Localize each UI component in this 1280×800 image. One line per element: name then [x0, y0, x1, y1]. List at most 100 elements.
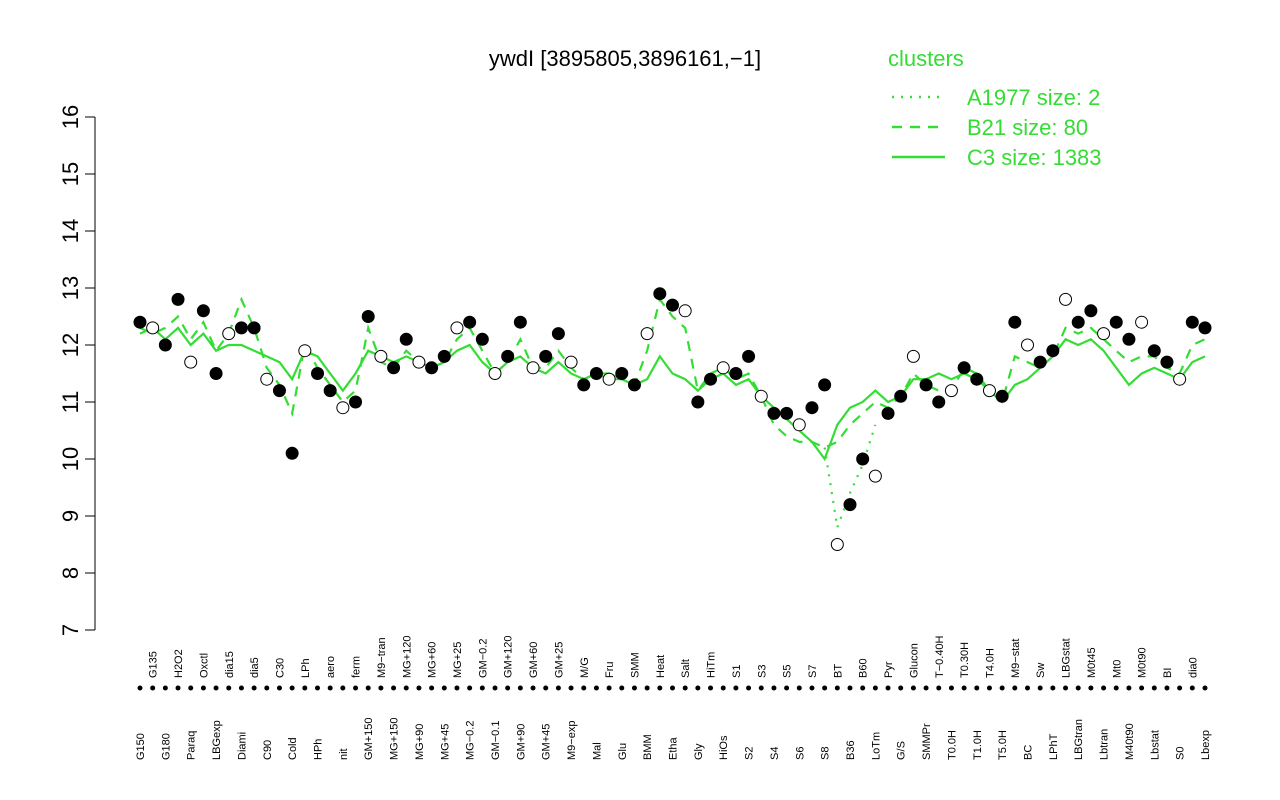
x-tick-dot	[1088, 685, 1094, 691]
x-tick-dot	[593, 685, 599, 691]
x-tick-dot	[505, 685, 511, 691]
x-tick-dot	[1063, 685, 1069, 691]
x-tick-label: Fru	[604, 662, 616, 679]
y-tick-label: 15	[58, 162, 83, 186]
x-tick-dot	[910, 685, 916, 691]
x-tick-label: M40t90	[1124, 723, 1136, 760]
x-tick-label: Sw	[1035, 663, 1047, 678]
x-tick-label: SMMPr	[921, 723, 933, 760]
x-tick-label: S2	[744, 747, 756, 760]
x-tick-label: HPh	[313, 739, 325, 760]
x-tick-dot	[238, 685, 244, 691]
point	[577, 378, 591, 392]
point	[551, 327, 565, 341]
x-tick-dot	[974, 685, 980, 691]
point	[158, 338, 172, 352]
x-tick-dot	[847, 685, 853, 691]
x-tick-dot	[327, 685, 333, 691]
x-tick-label: G/S	[896, 741, 908, 760]
point	[678, 304, 692, 318]
x-tick-label: Salt	[680, 659, 692, 678]
x-tick-dot	[555, 685, 561, 691]
point	[1059, 292, 1073, 306]
x-tick-dot	[213, 685, 219, 691]
x-tick-label: BC	[1023, 745, 1035, 760]
x-tick-label: Lbexp	[1200, 730, 1212, 760]
x-tick-label: S6	[794, 747, 806, 760]
point	[234, 321, 248, 335]
legend-title: clusters	[888, 46, 964, 71]
x-tick-label: aero	[325, 656, 337, 678]
x-tick-dot	[175, 685, 181, 691]
x-tick-dot	[492, 685, 498, 691]
point	[1046, 344, 1060, 358]
x-tick-dot	[391, 685, 397, 691]
x-tick-label: B60	[858, 658, 870, 678]
point	[957, 361, 971, 375]
x-tick-dot	[885, 685, 891, 691]
x-tick-dot	[1101, 685, 1107, 691]
x-tick-label: BT	[832, 664, 844, 678]
point	[171, 292, 185, 306]
x-tick-dot	[1126, 685, 1132, 691]
x-tick-dot	[441, 685, 447, 691]
x-tick-dot	[619, 685, 625, 691]
x-tick-dot	[226, 685, 232, 691]
x-tick-label: Lbstat	[1149, 730, 1161, 760]
point	[754, 389, 768, 403]
point	[272, 384, 286, 398]
x-tick-label: Oxctl	[198, 653, 210, 678]
point	[995, 389, 1009, 403]
x-tick-dot	[834, 685, 840, 691]
point	[1135, 315, 1149, 329]
x-tick-dot	[860, 685, 866, 691]
x-tick-dot	[746, 685, 752, 691]
x-tick-dot	[898, 685, 904, 691]
x-tick-label: S3	[756, 665, 768, 678]
y-tick-label: 11	[58, 391, 83, 414]
x-tick-label: MG−0.2	[465, 721, 477, 760]
x-tick-label: LPhT	[1048, 733, 1060, 760]
x-tick-dot	[137, 685, 143, 691]
point	[856, 452, 870, 466]
point	[792, 418, 806, 432]
point	[919, 378, 933, 392]
point	[184, 355, 198, 369]
point	[1109, 315, 1123, 329]
x-tick-dot	[365, 685, 371, 691]
point	[640, 327, 654, 341]
point	[666, 298, 679, 312]
point	[260, 372, 274, 386]
point	[222, 327, 236, 341]
point	[361, 310, 375, 323]
x-tick-dot	[758, 685, 764, 691]
x-tick-dot	[1189, 685, 1195, 691]
x-tick-dot	[948, 685, 954, 691]
x-tick-label: BMM	[642, 734, 654, 760]
x-tick-label: MG+90	[414, 724, 426, 760]
point	[1033, 355, 1047, 369]
x-tick-label: T5.0H	[997, 730, 1009, 760]
point	[539, 349, 553, 363]
point	[564, 355, 578, 369]
y-tick-label: 7	[58, 624, 83, 636]
x-tick-label: Heat	[655, 655, 667, 678]
point	[387, 361, 401, 375]
x-tick-label: GM+60	[528, 642, 540, 678]
point	[1084, 304, 1098, 318]
x-tick-dot	[631, 685, 637, 691]
point	[399, 332, 413, 346]
x-tick-label: GM−0.2	[477, 639, 489, 678]
x-tick-dot	[264, 685, 270, 691]
x-tick-label: Cold	[287, 737, 299, 760]
x-tick-label: GM−0.1	[490, 721, 502, 760]
point	[729, 367, 743, 380]
x-tick-label: T−0.40H	[934, 635, 946, 678]
x-tick-label: GM+90	[515, 724, 527, 760]
point	[1198, 321, 1212, 335]
x-tick-dot	[999, 685, 1005, 691]
x-tick-label: T4.0H	[984, 648, 996, 678]
point	[818, 378, 832, 392]
point	[450, 321, 464, 335]
